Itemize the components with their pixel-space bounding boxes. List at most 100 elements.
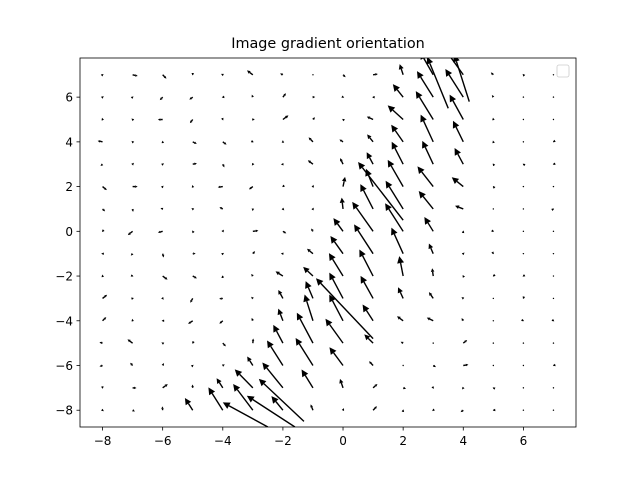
field-arrow	[492, 387, 496, 390]
field-arrow	[333, 218, 344, 232]
field-arrow	[222, 163, 225, 168]
field-arrow	[162, 384, 168, 389]
field-arrow	[99, 364, 103, 367]
field-arrow	[522, 409, 525, 411]
field-arrow	[392, 84, 404, 98]
field-arrow	[492, 364, 495, 367]
field-arrow	[451, 177, 464, 188]
y-tick-label: −2	[55, 270, 73, 284]
field-arrow	[360, 184, 374, 210]
field-arrow	[251, 208, 255, 212]
field-arrow	[450, 58, 464, 76]
field-arrow	[192, 341, 195, 344]
field-arrow	[130, 362, 134, 366]
field-arrow	[397, 287, 404, 299]
field-arrow	[221, 73, 224, 77]
field-arrow	[303, 266, 314, 277]
field-arrow	[492, 140, 495, 144]
field-arrow	[189, 96, 194, 100]
field-arrow	[100, 163, 104, 167]
field-arrow	[385, 180, 404, 210]
field-arrow	[159, 96, 164, 101]
quiver-arrow	[222, 402, 269, 427]
field-arrow	[522, 274, 526, 277]
field-arrow	[341, 95, 345, 98]
field-arrow	[252, 118, 255, 121]
field-arrow	[310, 404, 314, 411]
field-arrow	[101, 386, 104, 389]
quiver-arrow	[315, 278, 374, 340]
field-arrow	[372, 95, 375, 99]
field-arrow	[101, 117, 104, 121]
field-arrow	[360, 275, 374, 299]
x-tick-label: −6	[154, 434, 172, 448]
field-arrow	[522, 387, 525, 389]
field-arrow	[364, 334, 374, 344]
field-arrow	[492, 297, 495, 300]
field-arrow	[262, 362, 284, 389]
field-arrow	[188, 320, 194, 324]
field-arrow	[552, 342, 555, 344]
field-arrow	[189, 119, 194, 124]
field-arrow	[280, 252, 284, 255]
field-arrow	[251, 296, 254, 300]
field-arrow	[432, 342, 434, 344]
field-arrow	[162, 275, 168, 280]
field-arrow	[303, 294, 314, 321]
field-arrow	[192, 230, 195, 234]
field-arrow	[372, 406, 377, 411]
field-arrow	[522, 163, 526, 167]
field-arrow	[248, 186, 254, 190]
field-arrow	[552, 387, 555, 389]
field-arrow	[329, 294, 344, 322]
field-arrow	[416, 71, 434, 98]
field-arrow	[301, 369, 314, 389]
field-arrow	[311, 207, 314, 211]
field-arrow	[463, 363, 469, 367]
field-arrow	[252, 229, 259, 233]
field-arrow	[102, 317, 107, 322]
field-arrow	[101, 252, 104, 255]
field-arrow	[101, 274, 104, 278]
field-arrow	[281, 140, 285, 143]
field-arrow	[130, 252, 134, 256]
field-arrow	[521, 318, 524, 322]
quiver-arrow	[453, 58, 470, 102]
field-arrow	[191, 72, 194, 76]
field-arrow	[491, 95, 495, 98]
field-arrow	[461, 252, 465, 256]
x-tick-label: −2	[274, 434, 292, 448]
field-arrow	[221, 229, 224, 233]
field-arrow	[190, 364, 194, 368]
field-arrow	[372, 383, 378, 389]
field-arrow	[552, 139, 556, 143]
chart-title: Image gradient orientation	[231, 36, 425, 52]
field-arrow	[385, 203, 404, 232]
field-arrow	[161, 163, 164, 166]
field-arrow	[233, 384, 254, 411]
y-axis: −8 −6 −4 −2 0 2 4 6	[55, 91, 80, 418]
field-arrow	[251, 274, 254, 277]
field-arrow	[160, 207, 164, 211]
field-arrow	[362, 304, 374, 322]
field-arrow	[161, 253, 165, 258]
quiver-arrow	[246, 395, 296, 427]
field-arrow	[311, 228, 314, 232]
field-arrow	[132, 386, 137, 390]
field-arrow	[430, 268, 435, 277]
field-arrow	[369, 361, 374, 366]
field-arrow	[161, 363, 164, 366]
field-arrow	[522, 185, 525, 188]
field-arrow	[552, 118, 555, 121]
field-arrow	[305, 281, 314, 299]
field-arrow	[217, 185, 223, 189]
field-arrow	[422, 140, 434, 165]
arrow-layer	[97, 58, 556, 427]
field-arrow	[449, 94, 464, 120]
field-arrow	[366, 116, 374, 121]
field-arrow	[308, 137, 314, 143]
field-arrow	[461, 230, 465, 234]
quiver-arrow	[358, 161, 404, 221]
field-arrow	[267, 340, 284, 366]
field-arrow	[552, 363, 556, 367]
